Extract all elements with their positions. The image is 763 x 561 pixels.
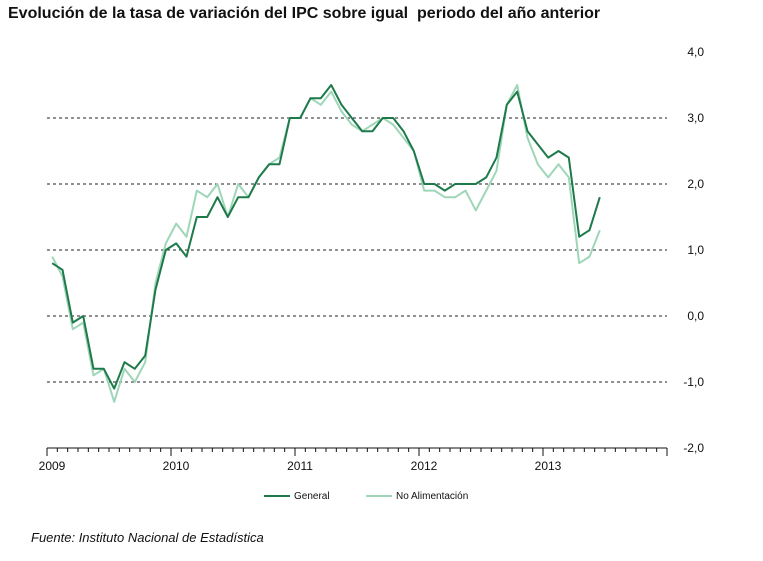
source-note: Fuente: Instituto Nacional de Estadístic… <box>31 530 264 545</box>
x-axis: 2009 2010 2011 2012 2013 <box>39 447 668 473</box>
y-tick-label: -1,0 <box>683 375 704 389</box>
series-line <box>51 84 601 403</box>
series-lines <box>51 84 601 403</box>
y-axis-ticks: 4,0 3,0 2,0 1,0 0,0 -1,0 -2,0 <box>683 45 704 455</box>
y-tick-label: 1,0 <box>687 243 704 257</box>
legend-label: General <box>294 491 330 502</box>
x-tick-label: 2013 <box>535 459 562 473</box>
legend-label: No Alimentación <box>396 491 468 502</box>
series-line <box>51 84 601 390</box>
y-tick-label: 4,0 <box>687 45 704 59</box>
y-tick-label: 0,0 <box>687 309 704 323</box>
x-tick-label: 2009 <box>39 459 66 473</box>
x-tick-label: 2011 <box>287 459 313 473</box>
chart-title: Evolución de la tasa de variación del IP… <box>8 5 601 22</box>
gridlines <box>47 117 667 383</box>
legend: General No Alimentación <box>264 491 468 502</box>
y-tick-label: 2,0 <box>687 177 704 191</box>
x-tick-label: 2012 <box>411 459 438 473</box>
y-tick-label: 3,0 <box>687 111 704 125</box>
x-tick-label: 2010 <box>163 459 190 473</box>
y-tick-label: -2,0 <box>683 441 704 455</box>
